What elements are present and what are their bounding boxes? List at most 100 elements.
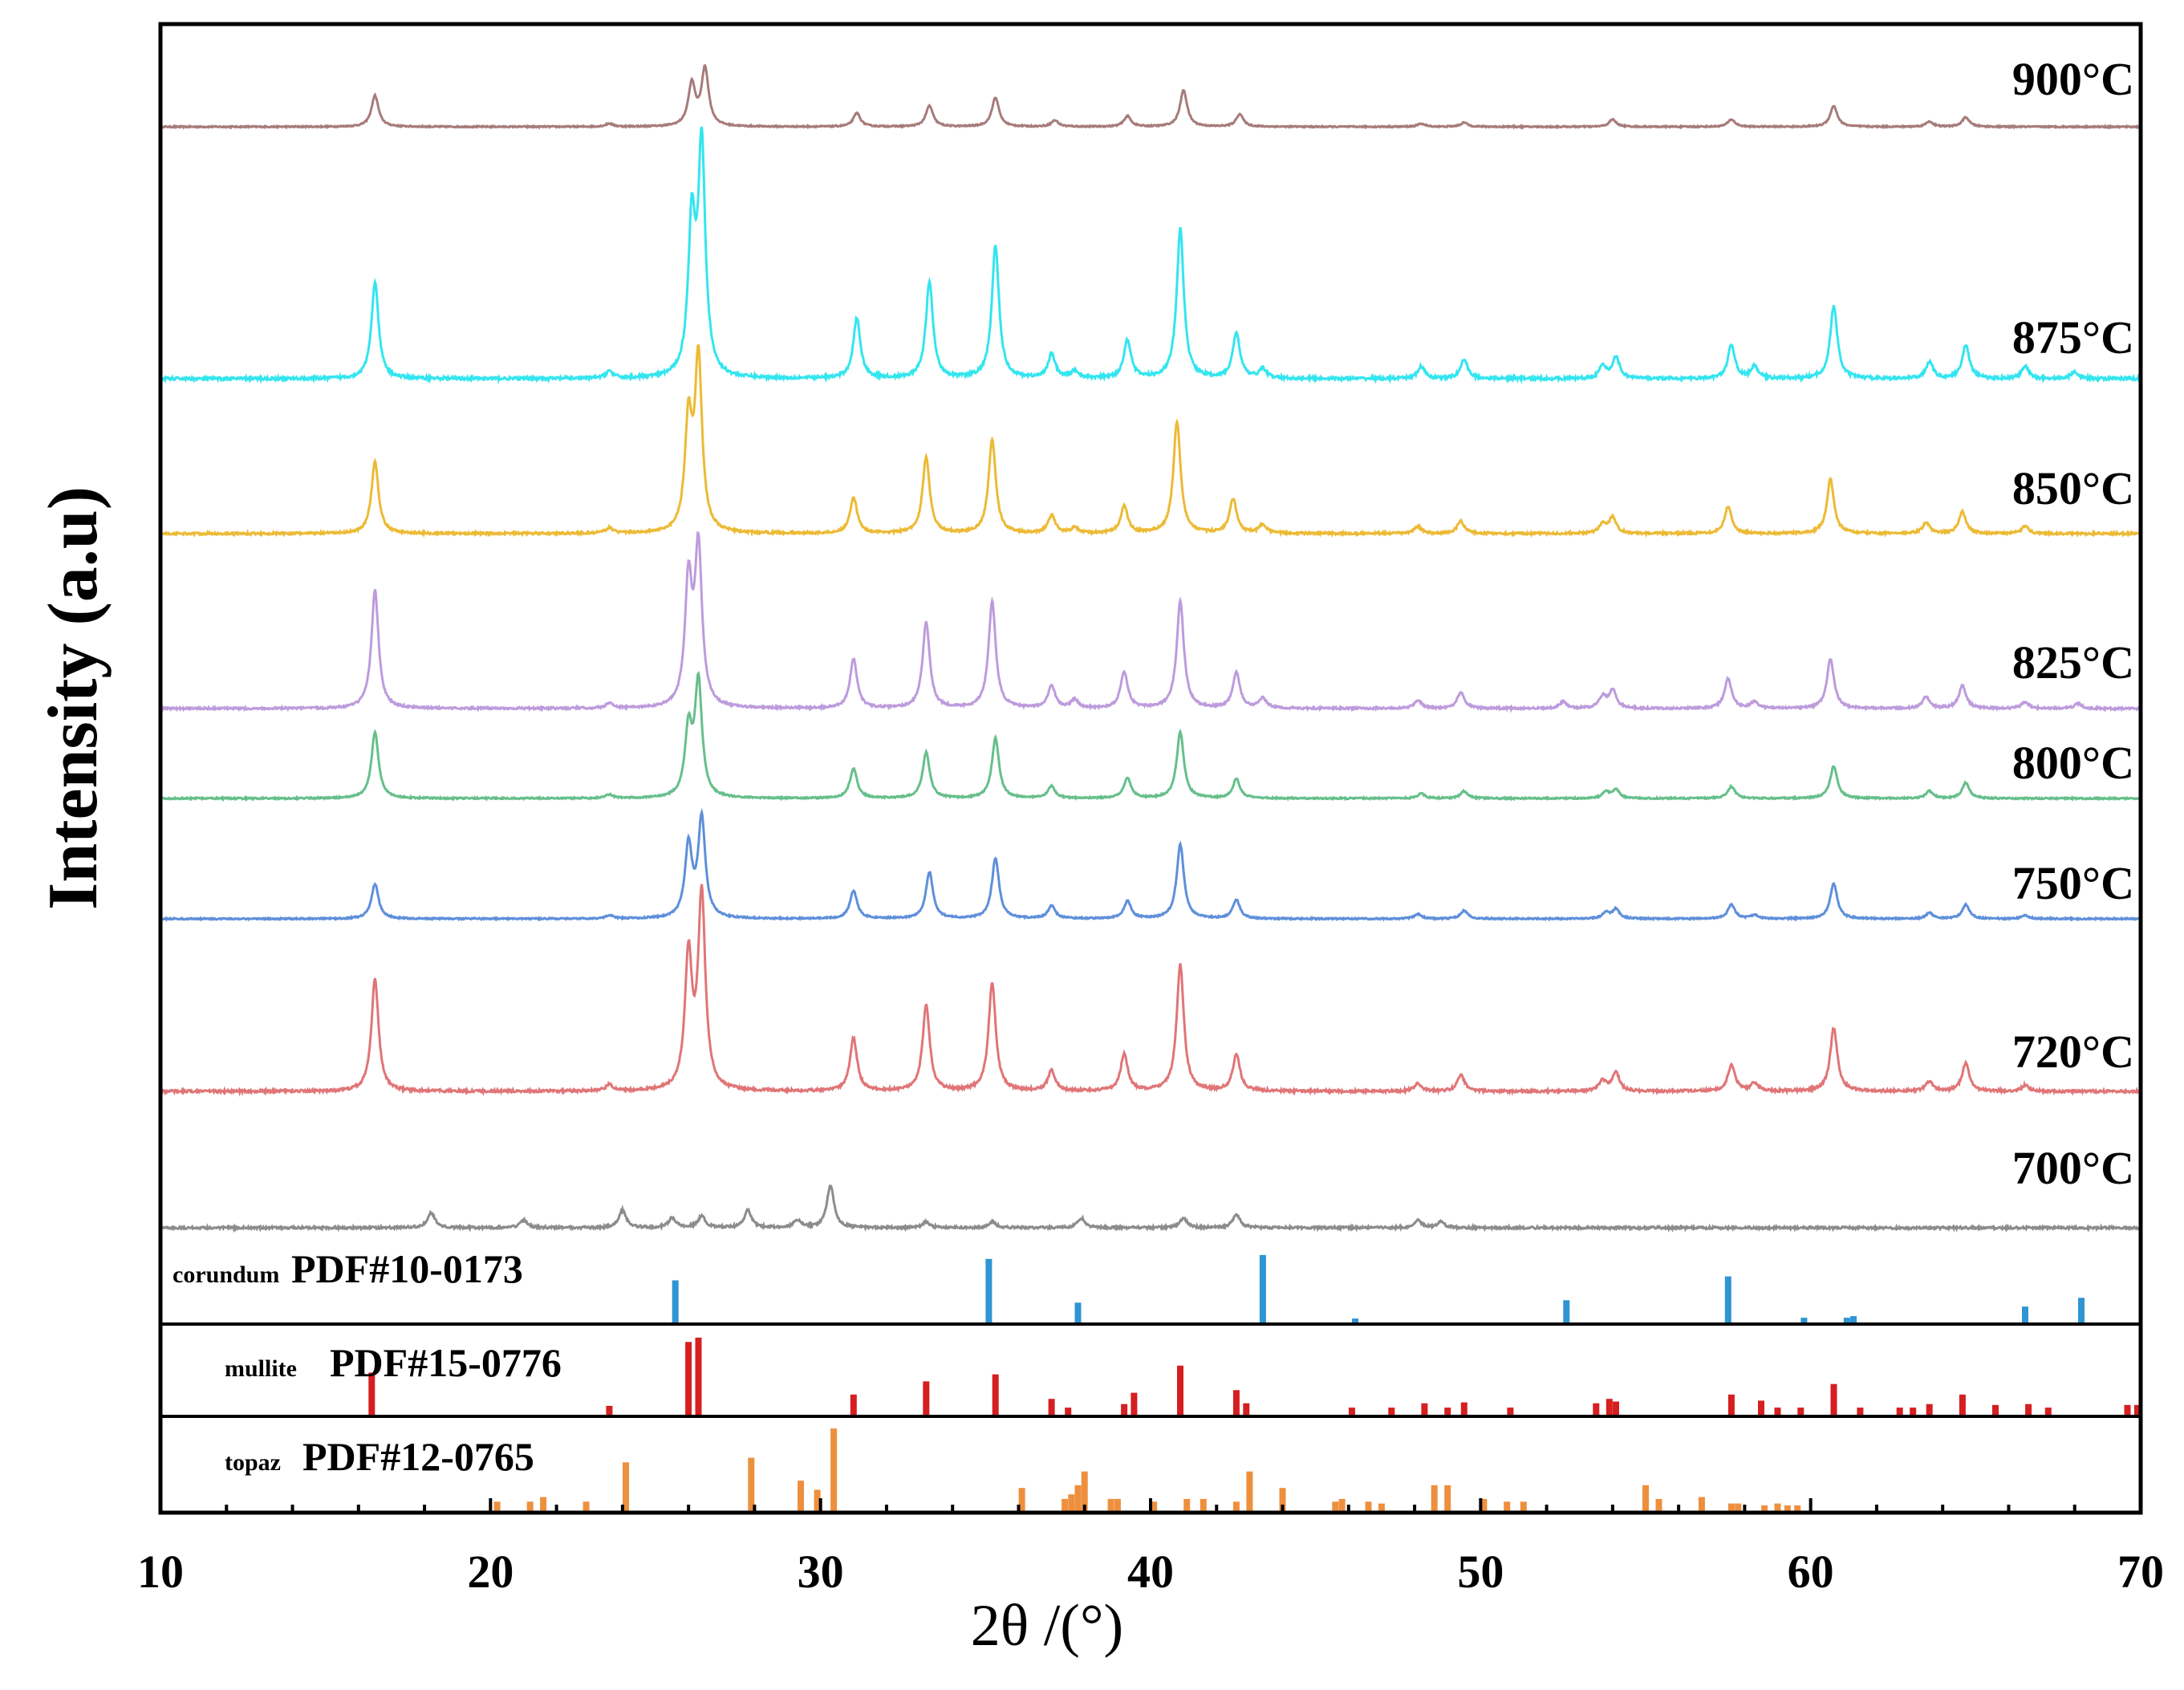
series-line-825°C <box>160 530 2142 713</box>
y-axis-title: Intensity (a.u) <box>35 486 112 910</box>
ref-line-topaz-29 <box>1504 1501 1511 1513</box>
ref-mineral-topaz: topaz <box>225 1449 281 1476</box>
ref-line-mullite-25 <box>1774 1408 1781 1416</box>
ref-line-mullite-10 <box>1131 1392 1138 1416</box>
ref-line-mullite-36 <box>2124 1404 2131 1416</box>
ref-line-topaz-34 <box>1727 1503 1735 1513</box>
ref-line-corundum-1 <box>985 1258 993 1324</box>
ref-line-mullite-1 <box>606 1405 613 1416</box>
ref-line-mullite-24 <box>1758 1400 1764 1416</box>
ref-line-mullite-20 <box>1593 1403 1600 1416</box>
ref-line-mullite-9 <box>1121 1404 1128 1416</box>
ref-mineral-corundum: corundum <box>173 1261 279 1288</box>
ref-line-topaz-9 <box>1018 1488 1025 1513</box>
ref-line-topaz-3 <box>583 1501 590 1513</box>
ref-line-topaz-12 <box>1074 1485 1082 1513</box>
ref-line-mullite-19 <box>1507 1408 1514 1416</box>
ref-line-topaz-5 <box>748 1457 755 1513</box>
ref-line-topaz-22 <box>1332 1501 1339 1513</box>
series-label-875°C: 875°C <box>2012 311 2134 364</box>
ref-line-mullite-22 <box>1613 1401 1619 1416</box>
ref-line-mullite-23 <box>1727 1394 1735 1417</box>
ref-line-corundum-2 <box>1074 1302 1082 1324</box>
ref-line-corundum-5 <box>1563 1300 1570 1324</box>
ref-line-mullite-33 <box>1992 1404 1999 1416</box>
series-label-800°C: 800°C <box>2012 737 2134 789</box>
ref-pdf-mullite: PDF#15-0776 <box>330 1340 562 1385</box>
ref-line-mullite-32 <box>1959 1394 1966 1417</box>
series-line-750°C <box>160 807 2141 922</box>
ref-line-topaz-21 <box>1279 1488 1286 1513</box>
ref-line-topaz-31 <box>1642 1485 1649 1513</box>
reference-patterns: corundum PDF#10-0173 mullite PDF#15-0776 top… <box>173 1246 2141 1513</box>
x-axis-title: 2θ /(°) <box>971 1593 1123 1659</box>
series-labels: 900°C 875°C 850°C 825°C 800°C 750°C 720°C 700°C <box>2012 53 2134 1194</box>
x-axis-ticks: 10 20 30 40 50 60 70 <box>137 1498 2164 1598</box>
ref-line-topaz-23 <box>1338 1498 1346 1513</box>
ref-line-mullite-17 <box>1444 1408 1451 1416</box>
ref-line-mullite-15 <box>1388 1408 1395 1416</box>
ref-line-mullite-0 <box>368 1372 376 1416</box>
ref-line-topaz-8 <box>830 1428 838 1513</box>
ref-line-topaz-27 <box>1444 1485 1451 1513</box>
ref-line-topaz-16 <box>1151 1501 1158 1513</box>
ref-line-topaz-13 <box>1081 1471 1088 1513</box>
ref-line-topaz-18 <box>1200 1498 1207 1513</box>
ref-line-topaz-4 <box>623 1462 629 1513</box>
ref-line-mullite-6 <box>992 1374 999 1416</box>
ref-line-mullite-4 <box>850 1394 857 1417</box>
ref-line-topaz-25 <box>1378 1503 1385 1513</box>
ref-line-mullite-16 <box>1421 1403 1428 1416</box>
ref-line-corundum-9 <box>1843 1318 1850 1324</box>
ref-line-topaz-39 <box>1794 1505 1801 1513</box>
ref-line-mullite-21 <box>1606 1399 1613 1416</box>
ref-line-topaz-17 <box>1183 1498 1191 1513</box>
series-label-700°C: 700°C <box>2012 1142 2134 1194</box>
ref-line-topaz-30 <box>1520 1501 1527 1513</box>
series-label-825°C: 825°C <box>2012 636 2134 689</box>
ref-line-corundum-10 <box>2022 1306 2028 1324</box>
ref-line-topaz-26 <box>1431 1485 1438 1513</box>
series-line-800°C <box>160 670 2141 802</box>
ref-line-mullite-14 <box>1348 1408 1355 1416</box>
ref-mineral-mullite: mullite <box>225 1355 297 1382</box>
ref-line-topaz-36 <box>1761 1505 1768 1513</box>
ref-pdf-corundum: PDF#10-0173 <box>291 1246 523 1291</box>
x-tick-label-70: 70 <box>2117 1546 2164 1598</box>
ref-line-mullite-26 <box>1797 1408 1804 1416</box>
ref-line-mullite-2 <box>685 1342 692 1416</box>
ref-line-topaz-38 <box>1784 1505 1791 1513</box>
ref-line-topaz-37 <box>1774 1503 1781 1513</box>
ref-line-mullite-18 <box>1460 1402 1468 1416</box>
ref-line-corundum-3 <box>1259 1254 1266 1324</box>
x-tick-label-40: 40 <box>1127 1546 1174 1598</box>
ref-line-mullite-12 <box>1232 1390 1240 1416</box>
series-line-700°C <box>159 1184 2141 1233</box>
ref-line-mullite-35 <box>2044 1408 2052 1416</box>
ref-line-mullite-5 <box>923 1381 930 1416</box>
ref-line-mullite-13 <box>1243 1403 1250 1416</box>
ref-line-topaz-28 <box>1480 1498 1488 1513</box>
ref-line-corundum-0 <box>672 1280 679 1324</box>
ref-line-topaz-33 <box>1698 1497 1705 1513</box>
ref-line-topaz-35 <box>1735 1503 1742 1513</box>
series-line-900°C <box>159 63 2142 130</box>
ref-line-mullite-11 <box>1177 1365 1183 1416</box>
sample-traces <box>159 63 2142 1233</box>
x-tick-label-60: 60 <box>1788 1546 1834 1598</box>
ref-line-topaz-32 <box>1655 1498 1662 1513</box>
series-line-875°C <box>159 126 2142 384</box>
series-label-750°C: 750°C <box>2012 857 2134 909</box>
ref-line-corundum-8 <box>1850 1316 1857 1324</box>
x-tick-label-30: 30 <box>798 1546 844 1598</box>
ref-line-mullite-30 <box>1910 1408 1917 1416</box>
ref-line-mullite-7 <box>1048 1399 1055 1416</box>
ref-line-topaz-20 <box>1246 1471 1253 1513</box>
ref-line-mullite-28 <box>1857 1408 1864 1416</box>
ref-line-topaz-2 <box>540 1497 547 1513</box>
ref-line-mullite-29 <box>1896 1408 1903 1416</box>
ref-line-corundum-4 <box>1352 1318 1358 1324</box>
ref-line-topaz-1 <box>526 1501 534 1513</box>
series-line-850°C <box>159 344 2142 538</box>
